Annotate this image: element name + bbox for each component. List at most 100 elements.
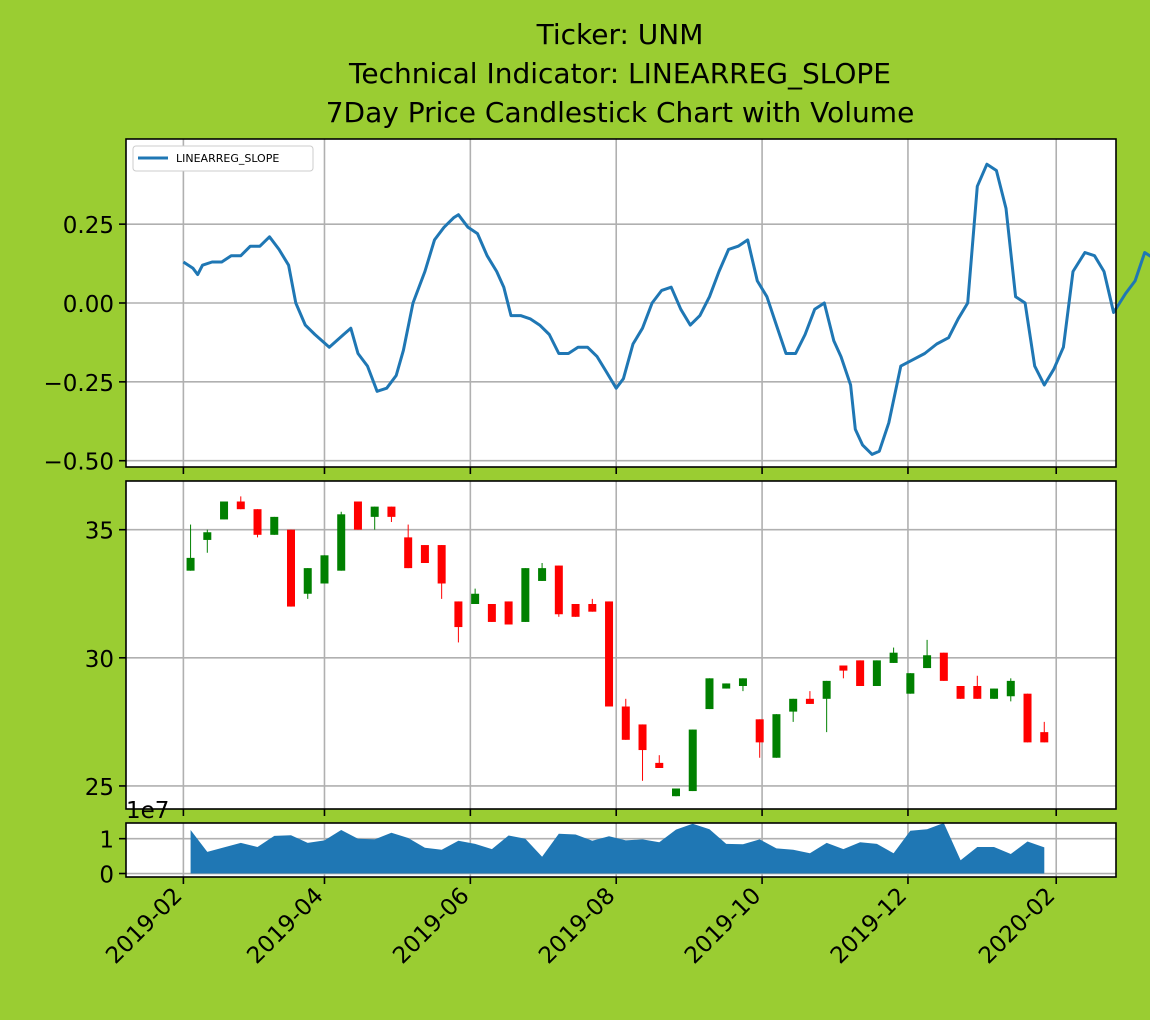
candle xyxy=(270,517,278,535)
candle xyxy=(940,653,948,681)
candle xyxy=(320,555,328,583)
candle-body xyxy=(270,517,278,535)
candle-body xyxy=(237,502,245,510)
candle-body xyxy=(488,604,496,622)
candle-body xyxy=(890,653,898,663)
candle-body xyxy=(588,604,596,612)
candle-body xyxy=(454,601,462,627)
candle-body xyxy=(639,724,647,750)
candle-body xyxy=(287,530,295,607)
candle-body xyxy=(839,666,847,671)
candle-body xyxy=(689,730,697,792)
candle xyxy=(287,530,295,607)
candle-body xyxy=(672,789,680,797)
candle-body xyxy=(387,507,395,517)
candle-body xyxy=(521,568,529,622)
candle-body xyxy=(923,655,931,668)
y-tick-label: 0.25 xyxy=(63,213,114,239)
candle xyxy=(772,714,780,758)
title-line-3: 7Day Price Candlestick Chart with Volume xyxy=(326,96,915,129)
candle-body xyxy=(772,714,780,758)
candle-body xyxy=(1040,732,1048,742)
legend: LINEARREG_SLOPE xyxy=(133,146,313,171)
candle-body xyxy=(572,604,580,617)
candle xyxy=(672,789,680,797)
candle xyxy=(488,604,496,622)
y-tick-label: −0.50 xyxy=(44,450,114,476)
candle-body xyxy=(856,660,864,686)
title-line-1: Ticker: UNM xyxy=(536,18,704,51)
candle-body xyxy=(739,678,747,686)
candle-body xyxy=(973,686,981,699)
title-line-2: Technical Indicator: LINEARREG_SLOPE xyxy=(348,57,891,90)
y-tick-label: 30 xyxy=(85,647,114,673)
x-tick-label: 2019-06 xyxy=(388,883,474,969)
candle xyxy=(354,502,362,530)
legend-label: LINEARREG_SLOPE xyxy=(176,152,279,165)
candle-body xyxy=(655,763,663,768)
candle-body xyxy=(1007,681,1015,696)
candle-body xyxy=(471,594,479,604)
candle xyxy=(957,686,965,699)
candle-body xyxy=(705,678,713,709)
candle-body xyxy=(823,681,831,699)
candle xyxy=(421,545,429,563)
x-tick-label: 2020-02 xyxy=(974,883,1060,969)
candle-body xyxy=(555,566,563,615)
chart-title: Ticker: UNM Technical Indicator: LINEARR… xyxy=(326,18,915,129)
candle xyxy=(521,568,529,622)
candle-body xyxy=(622,707,630,740)
candle-body xyxy=(722,683,730,688)
candle-body xyxy=(320,555,328,583)
candle-body xyxy=(789,699,797,712)
candle-body xyxy=(187,558,195,571)
candle-body xyxy=(1024,694,1032,743)
x-tick-label: 2019-12 xyxy=(826,883,912,969)
candle xyxy=(555,566,563,617)
y-tick-label: 0.00 xyxy=(63,292,114,318)
volume-offset-label: 1e7 xyxy=(126,798,169,824)
candle-body xyxy=(505,601,513,624)
candle-body xyxy=(940,653,948,681)
candle-body xyxy=(371,507,379,517)
x-tick-label: 2019-04 xyxy=(242,883,328,969)
candle xyxy=(990,689,998,699)
candle xyxy=(572,604,580,617)
candle-body xyxy=(605,601,613,706)
y-tick-label: 35 xyxy=(85,519,114,545)
candle-body xyxy=(756,719,764,742)
candle xyxy=(254,509,262,537)
candle xyxy=(689,730,697,792)
candle xyxy=(337,512,345,571)
y-tick-label: 1 xyxy=(99,828,114,854)
candle-body xyxy=(404,537,412,568)
candle xyxy=(1024,694,1032,743)
candle xyxy=(873,660,881,686)
volume-panel: 0 1 1e7 xyxy=(99,798,1116,889)
candle-body xyxy=(220,502,228,520)
candle-body xyxy=(354,502,362,530)
candle-body xyxy=(421,545,429,563)
x-tick-label: 2019-10 xyxy=(680,883,766,969)
candle xyxy=(605,601,613,706)
x-tick-label: 2019-02 xyxy=(101,883,187,969)
candle xyxy=(856,660,864,686)
candle xyxy=(505,601,513,624)
candle-body xyxy=(337,514,345,570)
price-panel: 25 30 35 xyxy=(85,481,1116,816)
candle-body xyxy=(438,545,446,583)
x-axis-labels: 2019-02 2019-04 2019-06 2019-08 2019-10 2019-… xyxy=(101,883,1060,969)
candle-body xyxy=(957,686,965,699)
candle-body xyxy=(304,568,312,594)
y-tick-label: 0 xyxy=(99,863,114,889)
x-tick-label: 2019-08 xyxy=(534,883,620,969)
y-tick-label: −0.25 xyxy=(44,371,114,397)
candle xyxy=(220,502,228,520)
candle-body xyxy=(990,689,998,699)
candle-body xyxy=(538,568,546,581)
y-tick-label: 25 xyxy=(85,775,114,801)
candle-body xyxy=(254,509,262,535)
chart-panels: −0.50 −0.25 0.00 0.25 LINEARREG_SLOPE 25 30 35 0… xyxy=(44,139,1150,969)
candle xyxy=(722,683,730,688)
candle xyxy=(906,673,914,694)
